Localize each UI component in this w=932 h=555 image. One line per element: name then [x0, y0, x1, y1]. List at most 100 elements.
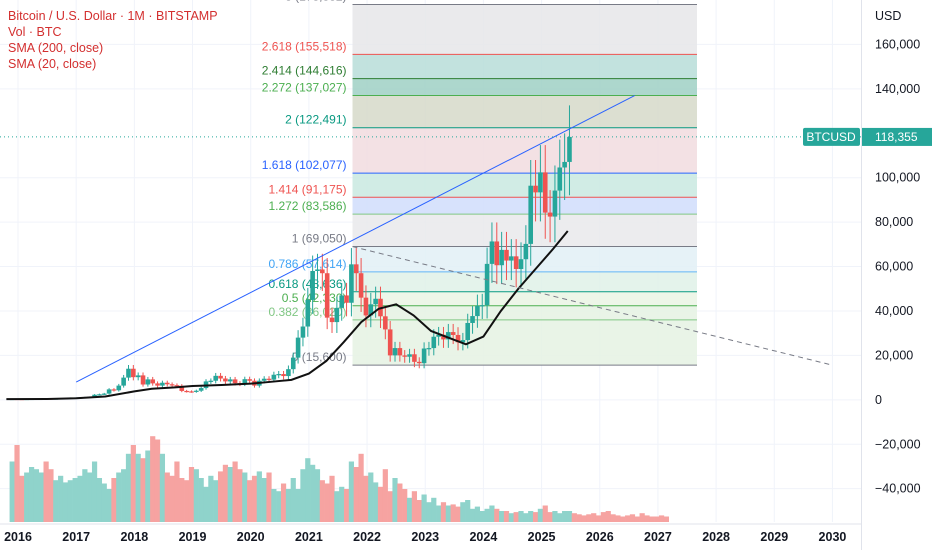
volume-bar: [455, 506, 461, 522]
candle-body: [523, 243, 529, 260]
volume-bar: [9, 461, 15, 522]
volume-bar: [358, 453, 364, 522]
volume-bar: [518, 511, 524, 522]
last-price-tag-bg: [862, 127, 932, 146]
volume-bar: [377, 486, 384, 522]
volume-bar: [620, 516, 626, 522]
candle-body: [164, 382, 170, 385]
candle-body: [349, 264, 354, 303]
candle-body: [353, 264, 359, 274]
fib-level-label: 1.618 (102,077): [262, 158, 347, 172]
y-tick-label: 20,000: [875, 348, 913, 362]
volume-bar: [402, 489, 408, 522]
volume-bar: [96, 478, 103, 522]
candle-body: [324, 273, 330, 318]
candle-body: [145, 379, 151, 385]
volume-bar: [654, 516, 660, 522]
candle-body: [416, 361, 422, 364]
volume-bar: [639, 513, 645, 522]
volume-bar: [295, 489, 301, 522]
volume-bar: [557, 513, 563, 522]
indicator-volume[interactable]: Vol · BTC: [8, 25, 62, 39]
volume-bar: [615, 515, 621, 522]
fib-level-label: 1 (69,050): [292, 231, 347, 245]
volume-bar: [91, 461, 98, 522]
x-tick-label: 2021: [295, 530, 323, 544]
volume-bar: [644, 515, 650, 522]
fib-level-label: 2.272 (137,027): [262, 80, 347, 94]
candle-body: [174, 385, 180, 387]
y-tick-label: 60,000: [875, 260, 913, 274]
candle-body: [392, 348, 398, 356]
volume-bar: [38, 472, 44, 522]
indicator-sma-200[interactable]: SMA (200, close): [8, 41, 104, 55]
candle-body: [533, 185, 538, 193]
candle-body: [470, 316, 475, 323]
candle-body: [542, 172, 548, 213]
volume-bar: [256, 471, 262, 522]
volume-bar: [77, 475, 83, 522]
candle-body: [126, 368, 131, 378]
volume-bar: [280, 483, 287, 522]
y-tick-label: 140,000: [875, 82, 920, 96]
candle-body: [436, 334, 441, 337]
candle-body: [402, 355, 408, 357]
fib-level-label: 2 (122,491): [285, 113, 346, 127]
candle-body: [552, 190, 558, 217]
x-tick-label: 2030: [819, 530, 847, 544]
volume-bar: [198, 478, 204, 522]
fib-band: [352, 214, 697, 247]
volume-bar: [193, 469, 199, 522]
fib-level-label: 3 (178,332): [285, 0, 346, 3]
fib-level-label: 1.272 (83,586): [268, 199, 346, 213]
candle-body: [504, 249, 509, 261]
candle-body: [305, 299, 311, 327]
volume-bar: [251, 475, 258, 522]
volume-bar: [87, 472, 93, 522]
candle-body: [198, 388, 204, 391]
volume-bar: [411, 491, 418, 522]
candle-body: [412, 354, 417, 362]
fib-band: [352, 173, 697, 198]
indicator-sma-20[interactable]: SMA (20, close): [8, 57, 97, 71]
volume-bar: [213, 480, 219, 522]
candle-body: [223, 378, 228, 382]
volume-bar: [232, 461, 238, 522]
candle-body: [450, 332, 456, 335]
candle-body: [232, 379, 238, 384]
volume-bar: [566, 511, 573, 522]
volume-bar: [125, 453, 132, 522]
currency-label: USD: [875, 9, 901, 23]
y-tick-label: 160,000: [875, 37, 920, 51]
candle-body: [441, 334, 446, 340]
candle-body: [479, 305, 485, 307]
candle-body: [383, 316, 388, 330]
candle-body: [208, 380, 214, 382]
candle-body: [194, 390, 199, 392]
volume-bar: [72, 478, 78, 522]
volume-bar: [242, 472, 248, 522]
candle-body: [218, 375, 223, 379]
volume-bar: [329, 475, 335, 522]
dashed-trend-line: [352, 246, 833, 366]
candle-body: [518, 259, 524, 269]
volume-bar: [203, 486, 209, 522]
candle-body: [460, 340, 466, 343]
volume-bar: [508, 513, 514, 522]
symbol-title[interactable]: Bitcoin / U.S. Dollar · 1M · BITSTAMP: [8, 9, 218, 23]
candle-body: [247, 379, 252, 381]
candle-body: [562, 161, 567, 168]
candle-body: [111, 389, 117, 391]
volume-bar: [600, 512, 606, 522]
fib-level-label: 2.414 (144,616): [262, 64, 347, 78]
candle-body: [363, 297, 369, 316]
volume-bar: [479, 511, 485, 522]
volume-bar: [130, 445, 136, 522]
volume-bar: [431, 497, 437, 522]
volume-bar: [450, 504, 456, 522]
x-tick-label: 2023: [411, 530, 439, 544]
volume-bar: [421, 494, 427, 522]
sma-20-line: [6, 230, 569, 401]
